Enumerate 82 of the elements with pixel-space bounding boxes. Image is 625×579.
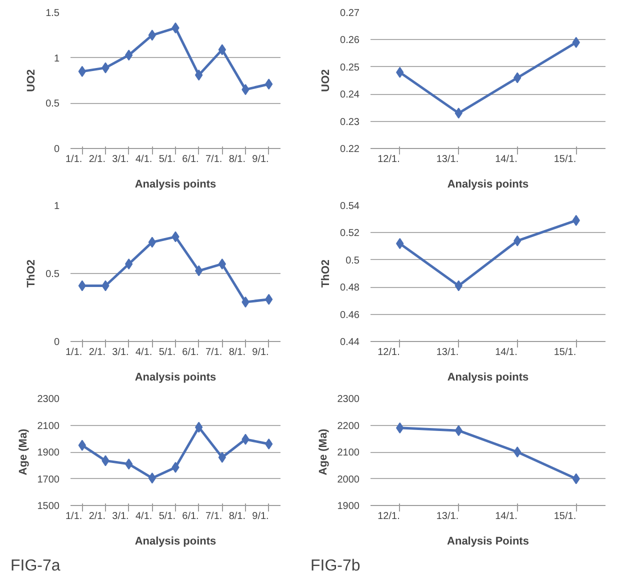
text: FIG-7a <box>10 558 60 574</box>
x-tick-label: 3/1. <box>112 511 129 522</box>
x-tick-label: 7/1. <box>205 154 222 165</box>
x-axis-title: Analysis points <box>134 536 216 548</box>
x-tick-label: 9/1. <box>252 154 269 165</box>
y-tick-label: 0.5 <box>346 255 360 266</box>
x-tick-label: 5/1. <box>158 347 176 358</box>
y-tick-label: 2100 <box>37 420 60 432</box>
x-tick-label: 5/1. <box>158 511 176 522</box>
x-tick-label: 8/1. <box>228 347 246 358</box>
x-tick-label: 2/1. <box>88 511 106 522</box>
y-tick-label: 0.5 <box>46 98 60 110</box>
y-tick-label: 0.46 <box>340 310 360 321</box>
x-tick-label: 7/1. <box>205 511 222 522</box>
x-axis-title: Analysis points <box>134 178 216 190</box>
x-tick-label: 2/1. <box>88 347 106 358</box>
x-tick-label: 4/1. <box>135 154 152 165</box>
y-tick-label: 1500 <box>37 501 60 512</box>
y-tick-label: 0.24 <box>340 90 360 101</box>
x-tick-label: 6/1. <box>182 154 199 165</box>
y-tick-label: 2300 <box>37 394 60 405</box>
x-tick-label: 3/1. <box>112 154 129 165</box>
x-tick-label: 2/1. <box>88 154 106 165</box>
x-tick-label: 4/1. <box>135 347 152 358</box>
y-tick-label: 0.27 <box>340 8 360 19</box>
x-tick-label: 13/1. <box>436 511 459 522</box>
y-axis-title: UO2 <box>26 69 38 92</box>
y-axis-title: ThO2 <box>26 259 38 288</box>
x-tick-label: 14/1. <box>495 347 518 358</box>
x-tick-label: 8/1. <box>228 154 246 165</box>
x-tick-label: 14/1. <box>495 154 518 165</box>
x-tick-label: 13/1. <box>436 154 459 165</box>
x-tick-label: 12/1. <box>378 511 400 522</box>
y-tick-label: 0.44 <box>340 337 360 348</box>
y-tick-label: 1700 <box>37 474 60 486</box>
y-tick-label: 0.23 <box>340 116 360 128</box>
y-tick-label: 0.25 <box>340 62 360 74</box>
x-tick-label: 4/1. <box>135 511 152 522</box>
y-tick-label: 1 <box>54 53 60 64</box>
y-tick-label: 1 <box>54 201 60 212</box>
x-tick-label: 1/1. <box>65 511 82 522</box>
y-tick-label: 2300 <box>337 394 360 405</box>
y-tick-label: 0 <box>54 337 60 348</box>
x-tick-label: 7/1. <box>205 347 222 358</box>
x-tick-label: 12/1. <box>378 154 400 165</box>
x-tick-label: 15/1. <box>554 154 576 165</box>
x-tick-label: 6/1. <box>182 347 199 358</box>
y-tick-label: 0.54 <box>340 201 360 212</box>
y-tick-label: 0.5 <box>46 269 60 280</box>
y-tick-label: 0.22 <box>340 144 360 155</box>
y-axis-title: Age (Ma) <box>317 428 330 476</box>
x-axis-title: Analysis Points <box>447 536 529 548</box>
x-tick-label: 12/1. <box>378 347 400 358</box>
text: FIG-7b <box>310 558 360 574</box>
x-tick-label: 6/1. <box>182 511 199 522</box>
y-tick-label: 1900 <box>337 501 360 512</box>
y-tick-label: 0 <box>54 144 60 155</box>
x-axis-title: Analysis points <box>447 372 529 384</box>
y-tick-label: 2000 <box>337 474 360 486</box>
y-tick-label: 0.52 <box>340 228 360 240</box>
y-tick-label: 2100 <box>337 448 360 458</box>
x-tick-label: 15/1. <box>554 347 576 358</box>
y-axis-title: UO2 <box>320 69 332 92</box>
x-tick-label: 13/1. <box>436 347 459 358</box>
x-tick-label: 9/1. <box>252 511 269 522</box>
x-tick-label: 1/1. <box>65 347 82 358</box>
y-axis-title: Age (Ma) <box>17 428 30 476</box>
x-tick-label: 9/1. <box>252 347 269 358</box>
x-tick-label: 14/1. <box>495 511 518 522</box>
x-tick-label: 8/1. <box>228 511 246 522</box>
x-tick-label: 3/1. <box>112 347 129 358</box>
y-tick-label: 1.5 <box>46 8 60 19</box>
y-tick-label: 0.26 <box>340 35 360 46</box>
x-tick-label: 5/1. <box>158 154 176 165</box>
y-tick-label: 1900 <box>37 448 60 458</box>
x-axis-title: Analysis points <box>134 372 216 384</box>
y-tick-label: 2200 <box>337 420 360 432</box>
y-tick-label: 0.48 <box>340 282 360 294</box>
x-tick-label: 1/1. <box>65 154 82 165</box>
y-axis-title: ThO2 <box>320 259 332 288</box>
x-axis-title: Analysis points <box>447 178 529 190</box>
x-tick-label: 15/1. <box>554 511 576 522</box>
